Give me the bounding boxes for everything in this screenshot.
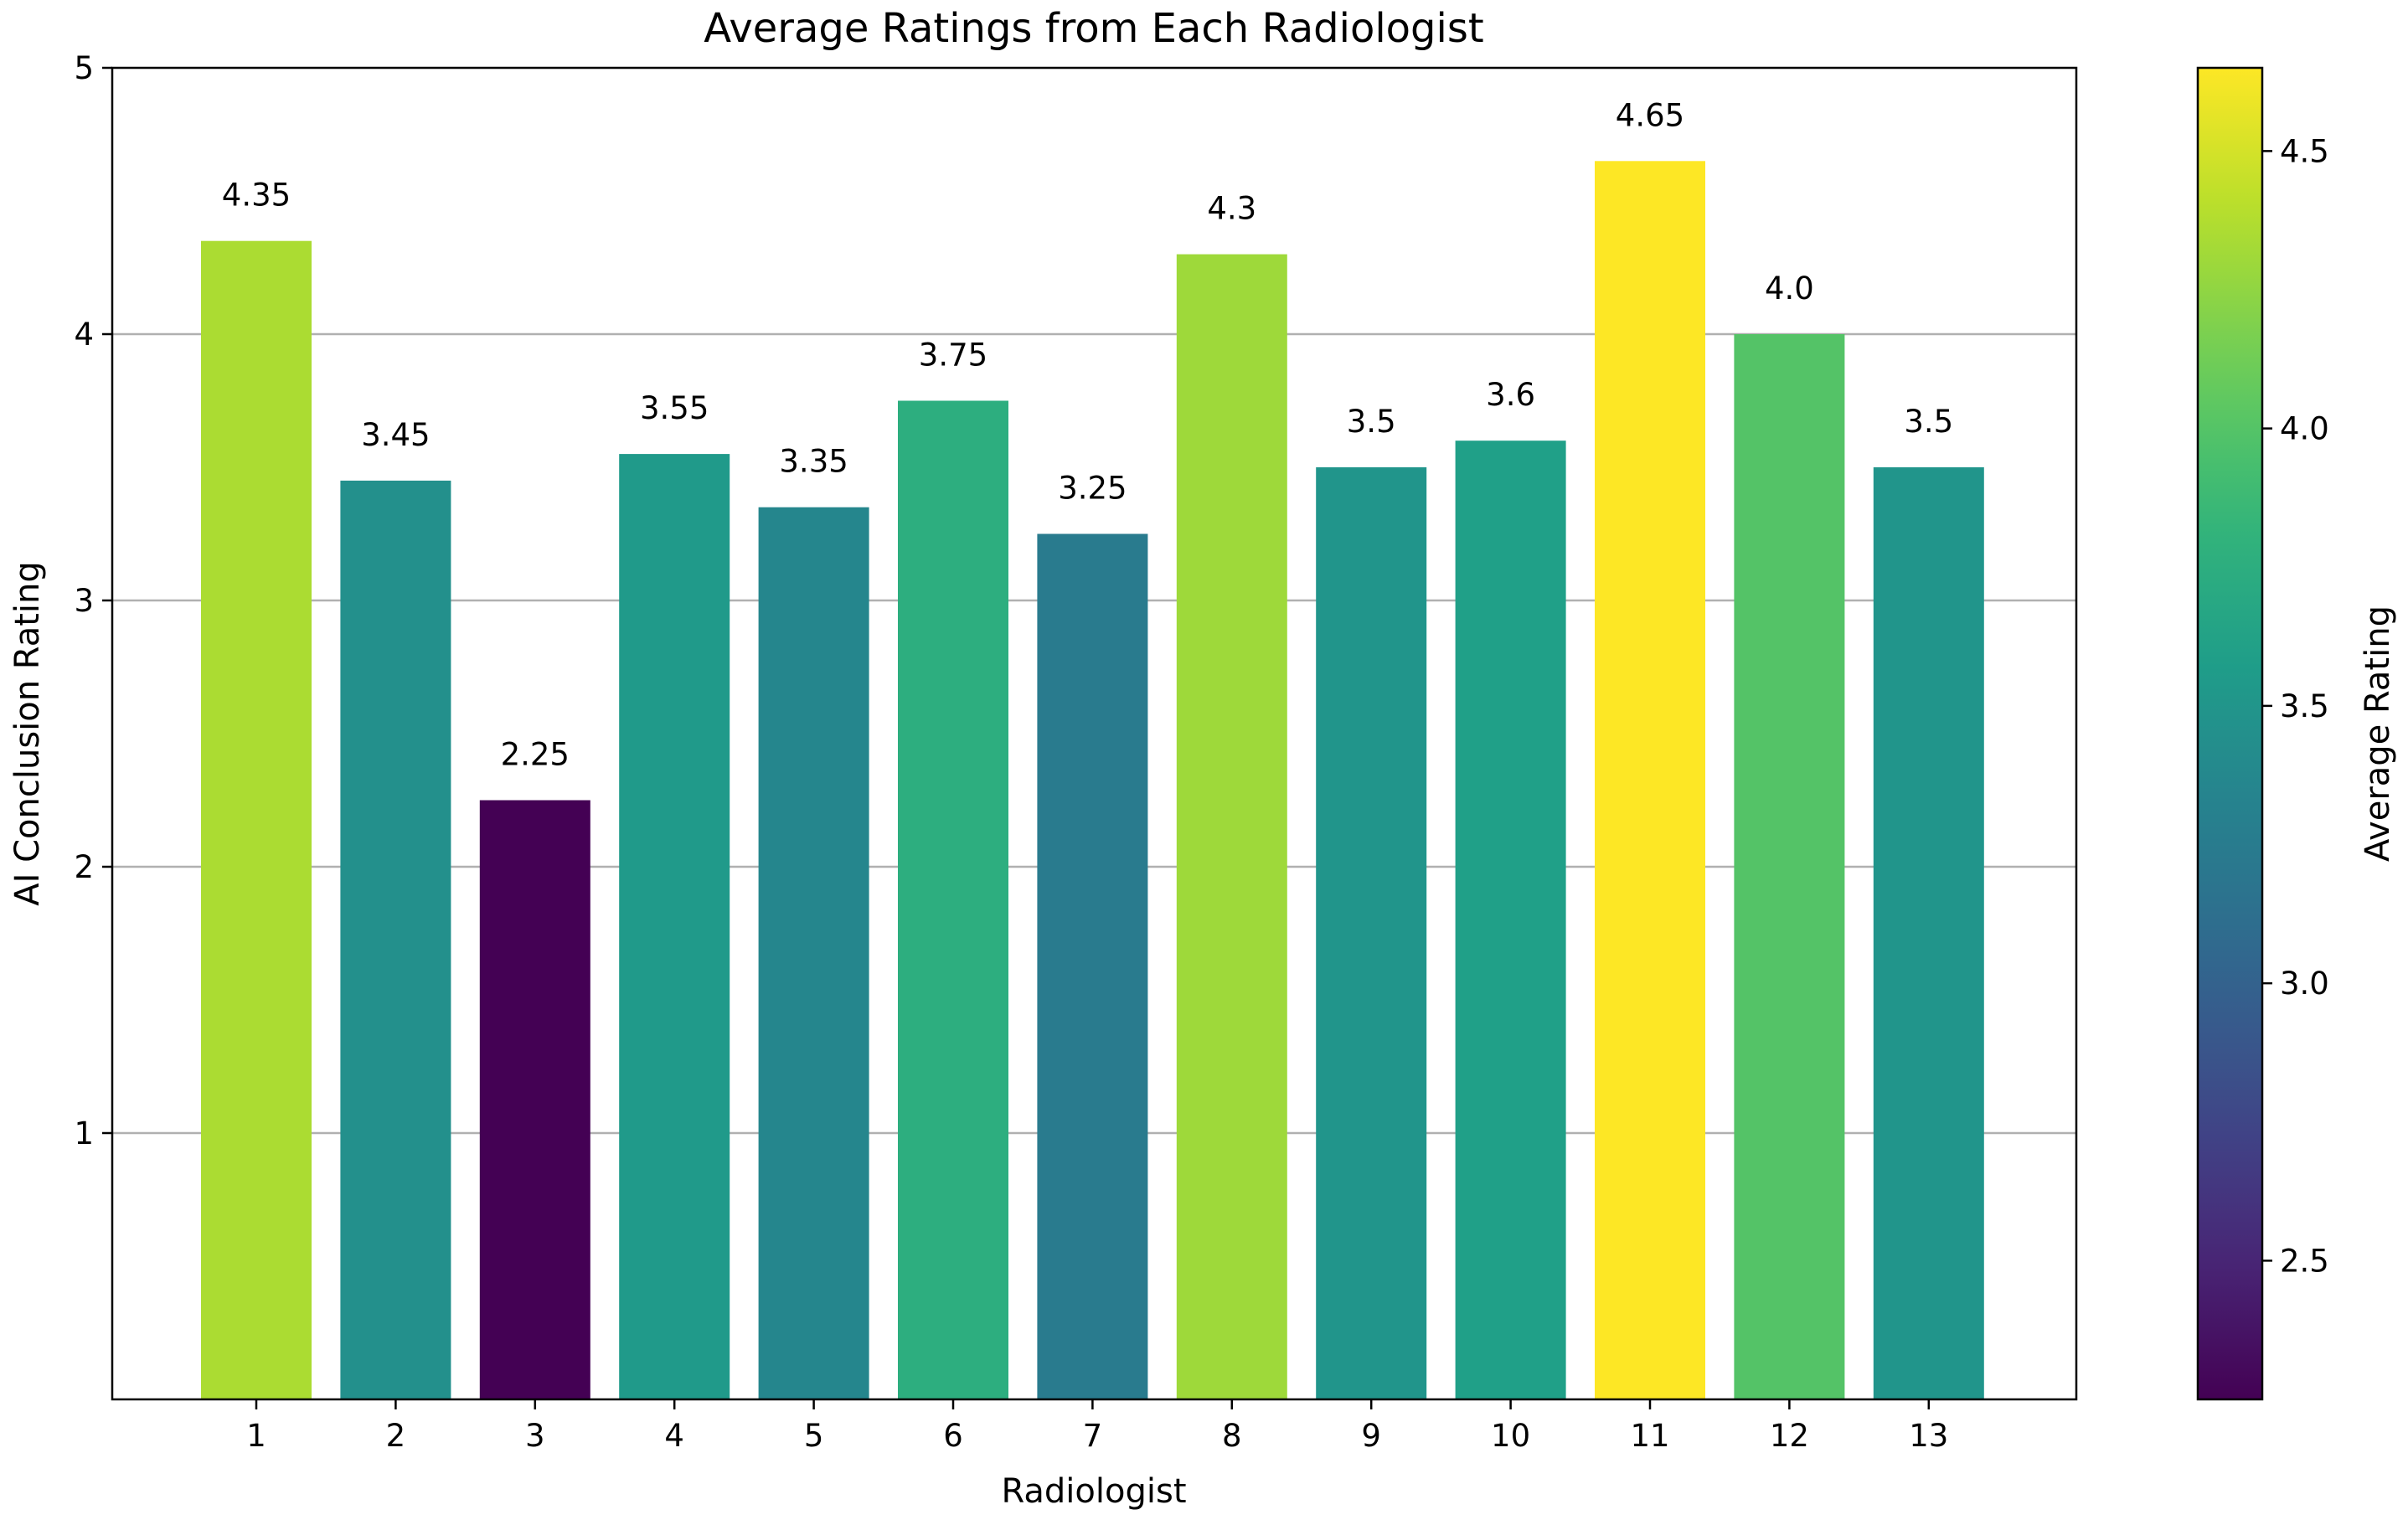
data-label: 4.35: [222, 178, 291, 214]
colorbar-ticks: 2.5 3.0 3.5 4.0 4.5: [2262, 133, 2329, 1279]
bar: [1316, 467, 1427, 1399]
data-label: 2.25: [501, 737, 570, 773]
bar: [1873, 467, 1984, 1399]
colorbar-tick-label: 4.0: [2280, 411, 2329, 447]
x-tick-label: 2: [386, 1418, 406, 1454]
axes-frame: [111, 66, 2078, 1401]
bar: [340, 480, 451, 1399]
data-label: 3.5: [1347, 404, 1396, 440]
colorbar-tick-label: 3.0: [2280, 966, 2329, 1002]
y-tick-label: 3: [74, 583, 94, 619]
data-label: 3.75: [919, 337, 987, 374]
bar: [1037, 533, 1148, 1399]
bar: [898, 400, 1008, 1399]
x-tick-label: 10: [1491, 1418, 1530, 1454]
y-tick-label: 4: [74, 317, 94, 353]
bar: [479, 800, 590, 1399]
colorbar-tick-label: 2.5: [2280, 1243, 2329, 1279]
bar: [201, 240, 312, 1400]
data-label: 3.45: [361, 417, 430, 453]
x-tick-label: 12: [1770, 1418, 1809, 1454]
y-tick-label: 1: [74, 1115, 94, 1151]
x-tick-label: 1: [246, 1418, 266, 1454]
bar: [1734, 334, 1845, 1399]
x-tick-label: 7: [1083, 1418, 1103, 1454]
bar: [619, 454, 730, 1399]
data-label: 3.35: [779, 444, 848, 480]
x-tick-label: 9: [1361, 1418, 1381, 1454]
y-axis-label: AI Conclusion Rating: [8, 561, 47, 906]
data-label: 4.0: [1765, 270, 1814, 307]
x-axis-label: Radiologist: [1001, 1472, 1186, 1511]
bar: [758, 507, 869, 1400]
data-label: 3.6: [1486, 377, 1535, 413]
bar: [1595, 161, 1705, 1399]
colorbar: [2196, 66, 2264, 1401]
x-tick-label: 11: [1630, 1418, 1669, 1454]
bars: [201, 161, 1984, 1400]
data-label: 3.25: [1058, 471, 1127, 507]
x-tick-label: 13: [1909, 1418, 1948, 1454]
data-labels: 4.35 3.45 2.25 3.55 3.35 3.75 3.25 4.3 3.5 3.6 4.6…: [222, 97, 1953, 772]
colorbar-label: Average Rating: [2359, 605, 2397, 862]
y-tick-label: 2: [74, 849, 94, 885]
colorbar-tick-label: 4.5: [2280, 133, 2329, 169]
data-label: 3.55: [640, 390, 709, 426]
x-ticks: 1 2 3 4 5 6 7 8 9 10 11 12 13: [246, 1399, 1948, 1454]
x-tick-label: 8: [1222, 1418, 1242, 1454]
y-tick-label: 5: [74, 50, 94, 86]
bar: [1176, 254, 1287, 1400]
x-tick-label: 4: [664, 1418, 684, 1454]
chart-title: Average Ratings from Each Radiologist: [704, 5, 1483, 52]
x-tick-label: 5: [804, 1418, 824, 1454]
data-label: 4.3: [1207, 191, 1256, 227]
y-ticks: 1 2 3 4 5: [74, 50, 112, 1151]
colorbar-tick-label: 3.5: [2280, 688, 2329, 724]
x-tick-label: 6: [943, 1418, 963, 1454]
data-label: 4.65: [1616, 97, 1684, 133]
bar: [1455, 440, 1566, 1400]
data-label: 3.5: [1904, 404, 1953, 440]
x-tick-label: 3: [525, 1418, 545, 1454]
